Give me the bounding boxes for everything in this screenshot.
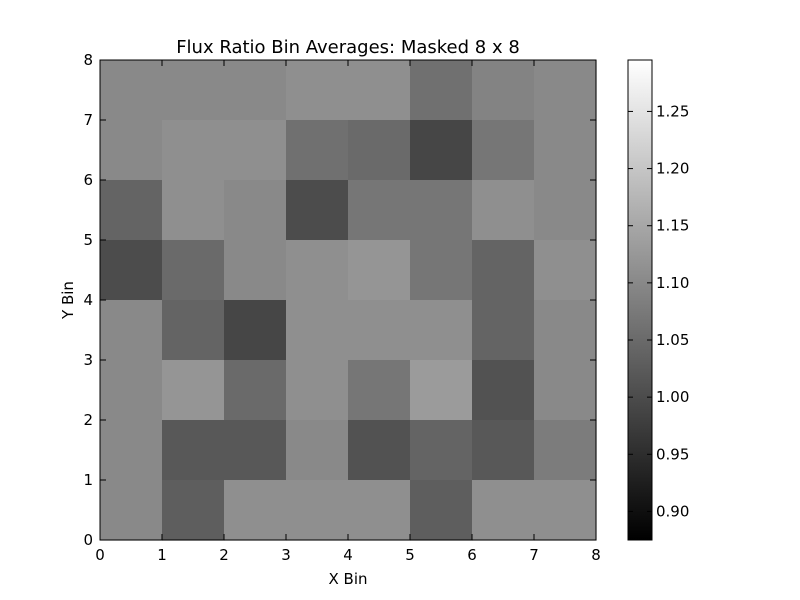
heatmap-cell-r7-c7 xyxy=(534,60,597,121)
heatmap-cell-r4-c4 xyxy=(348,240,411,301)
heatmap-cell-r3-c6 xyxy=(472,300,535,361)
x-tick-label: 7 xyxy=(529,546,539,564)
y-tick-label: 2 xyxy=(83,411,93,429)
x-tick-label: 5 xyxy=(405,546,415,564)
y-axis: 0 1 2 3 4 5 6 7 8 xyxy=(83,51,596,549)
heatmap-cell-r2-c7 xyxy=(534,360,597,421)
heatmap-cell-r0-c6 xyxy=(472,480,535,541)
x-tick-label: 0 xyxy=(95,546,105,564)
heatmap-cell-r1-c5 xyxy=(410,420,473,481)
heatmap-cell-r6-c0 xyxy=(100,120,163,181)
heatmap-cell-r7-c6 xyxy=(472,60,535,121)
heatmap-cell-r4-c5 xyxy=(410,240,473,301)
heatmap-cell-r1-c6 xyxy=(472,420,535,481)
y-tick-label: 1 xyxy=(83,471,93,489)
heatmap-cells xyxy=(100,60,597,541)
y-tick-label: 7 xyxy=(83,111,93,129)
heatmap-cell-r2-c2 xyxy=(224,360,287,421)
heatmap-cell-r0-c1 xyxy=(162,480,225,541)
heatmap-cell-r4-c3 xyxy=(286,240,349,301)
heatmap-cell-r2-c3 xyxy=(286,360,349,421)
y-axis-label: Y Bin xyxy=(59,281,77,320)
heatmap-cell-r0-c7 xyxy=(534,480,597,541)
y-tick-label: 0 xyxy=(83,531,93,549)
heatmap-cell-r2-c4 xyxy=(348,360,411,421)
heatmap-cell-r3-c7 xyxy=(534,300,597,361)
heatmap-cell-r0-c4 xyxy=(348,480,411,541)
heatmap-cell-r6-c2 xyxy=(224,120,287,181)
heatmap-cell-r5-c0 xyxy=(100,180,163,241)
heatmap-cell-r5-c4 xyxy=(348,180,411,241)
colorbar-tick-label: 1.10 xyxy=(656,274,689,292)
chart-title: Flux Ratio Bin Averages: Masked 8 x 8 xyxy=(176,37,520,58)
heatmap-cell-r2-c5 xyxy=(410,360,473,421)
colorbar-tick-label: 1.05 xyxy=(656,331,689,349)
x-tick-label: 1 xyxy=(157,546,167,564)
heatmap-cell-r5-c3 xyxy=(286,180,349,241)
heatmap-cell-r6-c6 xyxy=(472,120,535,181)
heatmap-cell-r7-c0 xyxy=(100,60,163,121)
x-tick-label: 4 xyxy=(343,546,353,564)
x-axis: 0 1 2 3 4 5 6 7 8 xyxy=(95,60,601,564)
heatmap-cell-r7-c2 xyxy=(224,60,287,121)
heatmap-cell-r5-c6 xyxy=(472,180,535,241)
x-tick-label: 3 xyxy=(281,546,291,564)
heatmap-cell-r6-c4 xyxy=(348,120,411,181)
heatmap-cell-r4-c6 xyxy=(472,240,535,301)
y-tick-label: 5 xyxy=(83,231,93,249)
heatmap-cell-r1-c0 xyxy=(100,420,163,481)
heatmap-cell-r1-c4 xyxy=(348,420,411,481)
y-tick-label: 8 xyxy=(83,51,93,69)
heatmap-cell-r1-c3 xyxy=(286,420,349,481)
x-tick-label: 8 xyxy=(591,546,601,564)
y-tick-label: 3 xyxy=(83,351,93,369)
heatmap-cell-r7-c5 xyxy=(410,60,473,121)
heatmap-cell-r5-c1 xyxy=(162,180,225,241)
heatmap-cell-r5-c7 xyxy=(534,180,597,241)
colorbar-tick-label: 1.20 xyxy=(656,160,689,178)
heatmap-cell-r7-c3 xyxy=(286,60,349,121)
heatmap-cell-r0-c3 xyxy=(286,480,349,541)
heatmap-cell-r0-c0 xyxy=(100,480,163,541)
heatmap-cell-r6-c7 xyxy=(534,120,597,181)
heatmap-cell-r7-c4 xyxy=(348,60,411,121)
heatmap-cell-r2-c0 xyxy=(100,360,163,421)
heatmap-cell-r7-c1 xyxy=(162,60,225,121)
heatmap-cell-r0-c2 xyxy=(224,480,287,541)
x-tick-label: 2 xyxy=(219,546,229,564)
heatmap-cell-r3-c1 xyxy=(162,300,225,361)
heatmap-cell-r3-c4 xyxy=(348,300,411,361)
heatmap-cell-r1-c7 xyxy=(534,420,597,481)
heatmap-cell-r0-c5 xyxy=(410,480,473,541)
heatmap-cell-r2-c1 xyxy=(162,360,225,421)
heatmap-cell-r4-c2 xyxy=(224,240,287,301)
heatmap-cell-r5-c5 xyxy=(410,180,473,241)
heatmap-cell-r4-c1 xyxy=(162,240,225,301)
colorbar xyxy=(627,59,653,541)
y-tick-label: 6 xyxy=(83,171,93,189)
heatmap-cell-r1-c2 xyxy=(224,420,287,481)
colorbar-tick-label: 0.90 xyxy=(656,502,689,520)
colorbar-tick-label: 1.25 xyxy=(656,102,689,120)
heatmap-cell-r6-c5 xyxy=(410,120,473,181)
heatmap-cell-r6-c1 xyxy=(162,120,225,181)
y-tick-label: 4 xyxy=(83,291,93,309)
colorbar-tick-label: 0.95 xyxy=(656,445,689,463)
heatmap-cell-r6-c3 xyxy=(286,120,349,181)
colorbar-tick-label: 1.00 xyxy=(656,388,689,406)
heatmap-cell-r2-c6 xyxy=(472,360,535,421)
heatmap-cell-r3-c3 xyxy=(286,300,349,361)
heatmap-cell-r3-c0 xyxy=(100,300,163,361)
heatmap-cell-r4-c0 xyxy=(100,240,163,301)
heatmap-cell-r1-c1 xyxy=(162,420,225,481)
colorbar-tick-label: 1.15 xyxy=(656,217,689,235)
colorbar-ticks: 0.90 0.95 1.00 1.05 1.10 1.15 1.20 1.25 xyxy=(628,102,689,520)
heatmap-cell-r4-c7 xyxy=(534,240,597,301)
x-tick-label: 6 xyxy=(467,546,477,564)
heatmap-cell-r3-c2 xyxy=(224,300,287,361)
heatmap-cell-r3-c5 xyxy=(410,300,473,361)
x-axis-label: X Bin xyxy=(328,570,367,588)
heatmap-cell-r5-c2 xyxy=(224,180,287,241)
